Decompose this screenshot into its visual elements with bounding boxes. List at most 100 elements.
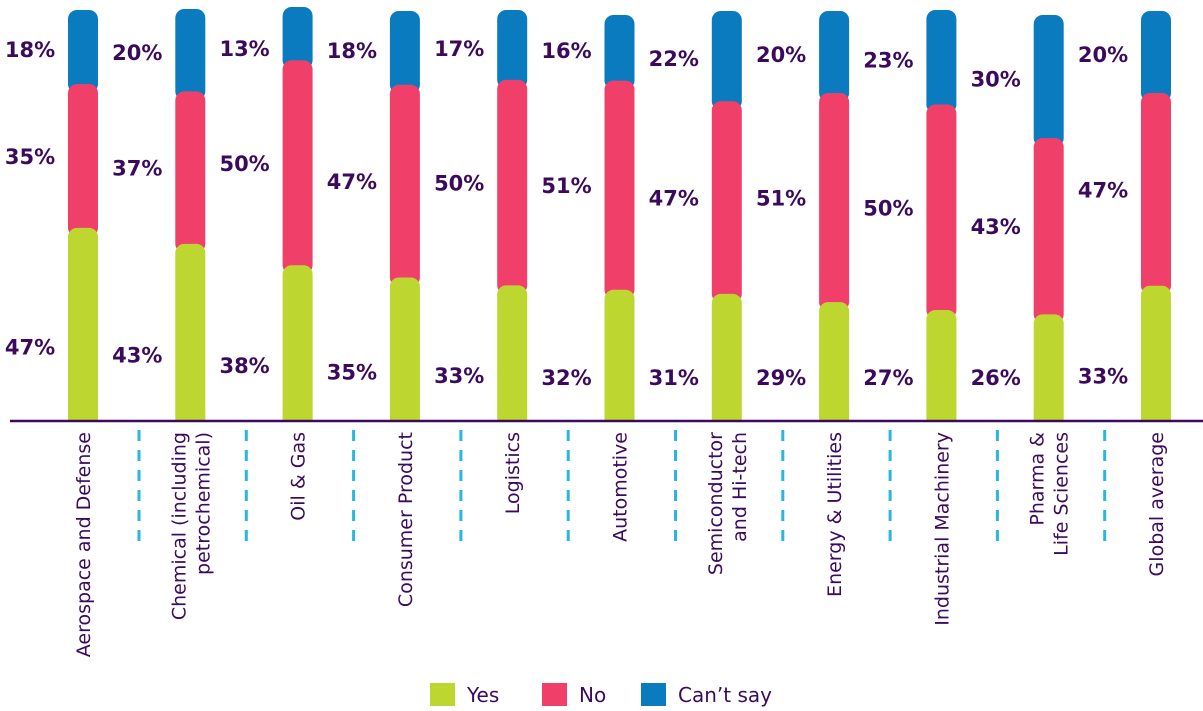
legend-swatch-yes — [430, 683, 455, 706]
value-label-pharma-life-sciences-can-t-say: 30% — [971, 68, 1021, 92]
category-label-line: Life Sciences — [1051, 432, 1073, 556]
category-label-pharma-life-sciences: Pharma & Life Sciences — [1027, 432, 1073, 556]
bar-energy-utilities-no — [819, 93, 850, 312]
value-label-automotive-can-t-say: 16% — [541, 39, 591, 63]
value-label-global-average-yes: 33% — [1078, 364, 1128, 388]
value-label-aerospace-and-defense-no: 35% — [5, 145, 55, 169]
bar-global-average-yes — [1141, 285, 1171, 421]
value-label-industrial-machinery-yes: 27% — [863, 366, 913, 390]
category-label-chemical-including-petrochemical: Chemical (including petrochemical) — [168, 432, 214, 620]
bar-base-logistics — [497, 412, 528, 421]
value-labels-layer: 47% 35% 18% 43% 37% 20% 38% 50% 13% 35% 47% 18% 33% 5… — [5, 37, 1128, 390]
bar-base-global-average — [1141, 412, 1171, 421]
value-label-semiconductor-and-hi-tech-no: 47% — [649, 187, 699, 211]
bar-energy-utilities-yes — [819, 302, 850, 421]
legend-swatch-no — [542, 683, 567, 706]
value-label-consumer-product-no: 47% — [327, 170, 377, 194]
bar-pharma-life-sciences-can-t-say — [1033, 15, 1064, 148]
category-label-line: Industrial Machinery — [931, 432, 953, 626]
bar-chemical-including-petrochemical-yes — [175, 243, 206, 421]
bars-layer — [68, 7, 1171, 421]
bar-oil-gas-yes — [282, 265, 313, 421]
value-label-energy-utilities-can-t-say: 20% — [756, 43, 806, 67]
bar-automotive-can-t-say — [604, 15, 635, 90]
legend-label-can-t-say: Can’t say — [678, 683, 772, 707]
value-label-oil-gas-no: 50% — [219, 152, 269, 176]
bar-chemical-including-petrochemical-no — [175, 91, 206, 253]
category-label-line: petrochemical) — [192, 432, 214, 575]
category-label-semiconductor-and-hi-tech: Semiconductor and Hi-tech — [705, 432, 751, 575]
value-label-consumer-product-can-t-say: 18% — [327, 39, 377, 63]
value-label-chemical-including-petrochemical-can-t-say: 20% — [112, 41, 162, 65]
category-label-line: Automotive — [610, 432, 632, 542]
category-label-line: Energy & Utilities — [824, 432, 846, 597]
legend: Yes No Can’t say — [430, 683, 772, 707]
value-label-energy-utilities-no: 51% — [756, 187, 806, 211]
bar-automotive-no — [604, 80, 635, 299]
bar-pharma-life-sciences-yes — [1033, 314, 1064, 421]
category-label-line: Pharma & — [1027, 432, 1049, 526]
bar-consumer-product-no — [389, 84, 420, 287]
value-label-chemical-including-petrochemical-no: 37% — [112, 157, 162, 181]
value-label-chemical-including-petrochemical-yes: 43% — [112, 343, 162, 367]
category-label-energy-utilities: Energy & Utilities — [824, 432, 846, 597]
category-label-line: and Hi-tech — [729, 432, 751, 542]
value-label-semiconductor-and-hi-tech-yes: 31% — [649, 366, 699, 390]
category-label-industrial-machinery: Industrial Machinery — [931, 432, 953, 626]
bar-base-energy-utilities — [819, 412, 850, 421]
bar-semiconductor-and-hi-tech-yes — [711, 293, 742, 421]
category-label-line: Global average — [1146, 432, 1168, 576]
bar-base-automotive — [604, 412, 635, 421]
category-label-automotive: Automotive — [610, 432, 632, 542]
value-label-aerospace-and-defense-can-t-say: 18% — [5, 38, 55, 62]
category-label-logistics: Logistics — [502, 432, 524, 514]
bar-logistics-no — [497, 79, 528, 295]
category-label-line: Chemical (including — [168, 432, 190, 620]
category-label-global-average: Global average — [1146, 432, 1168, 576]
legend-swatch-can-t-say — [641, 683, 666, 706]
category-label-line: Logistics — [502, 432, 524, 514]
value-label-logistics-no: 50% — [434, 172, 484, 196]
bar-pharma-life-sciences-no — [1033, 138, 1064, 324]
category-label-line: Aerospace and Defense — [73, 432, 95, 657]
bar-chemical-including-petrochemical-can-t-say — [175, 9, 206, 101]
legend-label-no: No — [579, 683, 606, 707]
bar-automotive-yes — [604, 289, 635, 421]
value-label-global-average-can-t-say: 20% — [1078, 43, 1128, 67]
value-label-oil-gas-yes: 38% — [219, 354, 269, 378]
value-label-consumer-product-yes: 35% — [327, 360, 377, 384]
bar-logistics-yes — [497, 285, 528, 421]
category-label-line: Oil & Gas — [288, 432, 310, 521]
bar-industrial-machinery-yes — [926, 310, 957, 421]
category-label-consumer-product: Consumer Product — [395, 432, 417, 607]
value-label-oil-gas-can-t-say: 13% — [219, 37, 269, 61]
bar-oil-gas-no — [282, 60, 313, 275]
bar-global-average-no — [1141, 93, 1171, 295]
bar-base-semiconductor-and-hi-tech — [711, 412, 742, 421]
bar-base-consumer-product — [389, 412, 420, 421]
bar-aerospace-and-defense-can-t-say — [68, 10, 98, 93]
bar-semiconductor-and-hi-tech-can-t-say — [711, 11, 742, 111]
bar-global-average-can-t-say — [1141, 11, 1171, 102]
bar-base-chemical-including-petrochemical — [175, 412, 206, 421]
bar-oil-gas-can-t-say — [282, 7, 313, 70]
bar-base-pharma-life-sciences — [1033, 412, 1064, 421]
bar-energy-utilities-can-t-say — [819, 11, 850, 102]
category-labels-layer: Aerospace and Defense Chemical (including… — [73, 432, 1168, 657]
bar-base-oil-gas — [282, 412, 313, 421]
bar-industrial-machinery-can-t-say — [926, 10, 957, 114]
bar-base-aerospace-and-defense — [68, 412, 98, 421]
legend-label-yes: Yes — [466, 683, 499, 707]
bar-consumer-product-yes — [389, 277, 420, 421]
bar-aerospace-and-defense-no — [68, 83, 98, 237]
value-label-industrial-machinery-no: 50% — [863, 196, 913, 220]
value-label-energy-utilities-yes: 29% — [756, 366, 806, 390]
bar-consumer-product-can-t-say — [389, 11, 420, 94]
bar-logistics-can-t-say — [497, 10, 528, 89]
bar-aerospace-and-defense-yes — [68, 227, 98, 421]
value-label-pharma-life-sciences-no: 43% — [971, 215, 1021, 239]
category-label-line: Semiconductor — [705, 432, 727, 575]
value-label-pharma-life-sciences-yes: 26% — [971, 366, 1021, 390]
value-label-industrial-machinery-can-t-say: 23% — [863, 48, 913, 72]
